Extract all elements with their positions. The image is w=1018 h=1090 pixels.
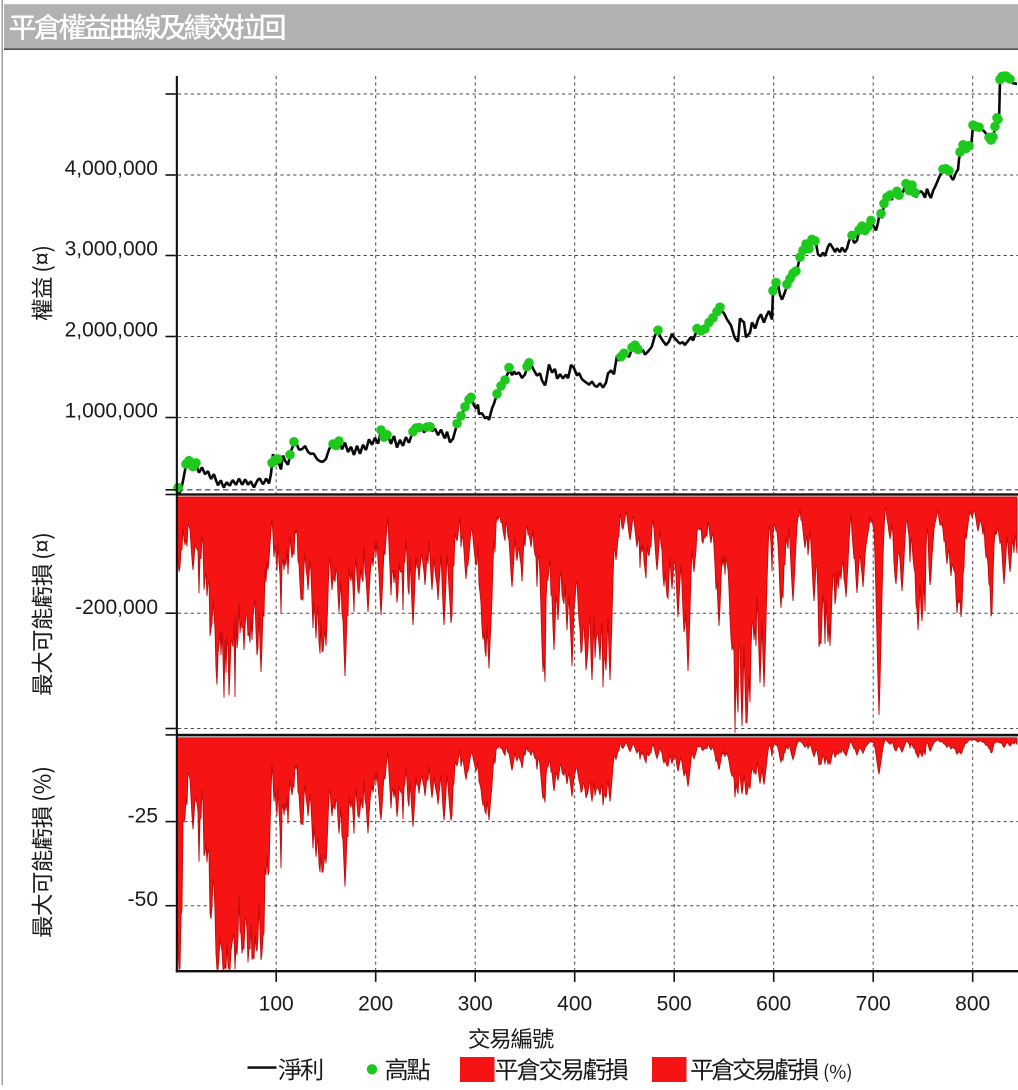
svg-text:3,000,000: 3,000,000: [65, 238, 158, 261]
svg-text:-200,000: -200,000: [75, 596, 158, 619]
svg-text:600: 600: [756, 993, 791, 1016]
svg-text:-25: -25: [128, 804, 158, 827]
svg-text:400: 400: [557, 993, 592, 1016]
svg-text:200: 200: [358, 993, 393, 1016]
svg-text:100: 100: [259, 993, 294, 1016]
svg-text:700: 700: [856, 993, 891, 1016]
svg-text:1,000,000: 1,000,000: [65, 400, 158, 423]
svg-text:4,000,000: 4,000,000: [65, 157, 158, 180]
svg-text:-50: -50: [128, 888, 158, 911]
svg-text:800: 800: [955, 993, 990, 1016]
svg-text:2,000,000: 2,000,000: [65, 319, 158, 342]
svg-text:300: 300: [458, 993, 493, 1016]
svg-text:500: 500: [657, 993, 692, 1016]
